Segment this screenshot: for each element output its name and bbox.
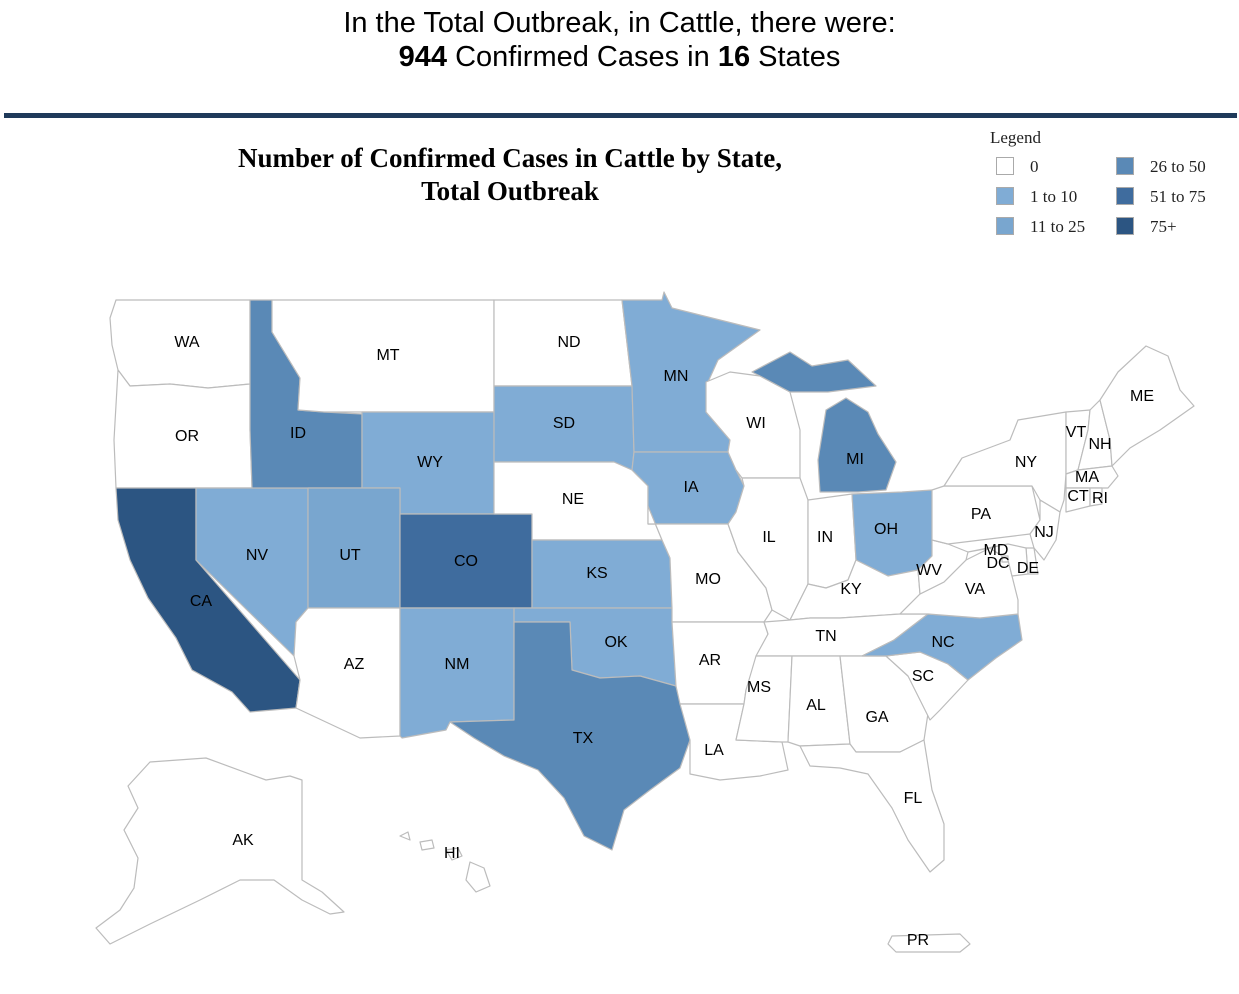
state-label-ia: IA [683, 479, 698, 496]
state-label-nd: ND [557, 334, 580, 351]
map-title-line-2: Total Outbreak [421, 176, 599, 206]
state-label-la: LA [704, 742, 724, 759]
legend-swatch-1-to-10 [996, 187, 1014, 205]
state-tx[interactable] [449, 621, 691, 851]
state-label-id: ID [290, 425, 306, 442]
legend-label-11-to-25: 11 to 25 [1030, 217, 1086, 236]
state-label-ri: RI [1092, 490, 1108, 507]
state-ak[interactable] [95, 757, 345, 945]
state-label-ut: UT [339, 547, 361, 564]
legend-swatch-11-to-25 [996, 217, 1014, 235]
state-label-mi: MI [846, 451, 864, 468]
state-label-mt: MT [376, 347, 399, 364]
state-label-az: AZ [344, 656, 365, 673]
states-text: States [750, 41, 841, 73]
state-label-ks: KS [586, 565, 607, 582]
state-label-wy: WY [417, 454, 443, 471]
state-label-nj: NJ [1034, 524, 1054, 541]
map-title-line-1: Number of Confirmed Cases in Cattle by S… [238, 143, 782, 173]
state-label-ms: MS [747, 679, 771, 696]
state-label-ny: NY [1015, 454, 1038, 471]
state-label-ct: CT [1067, 488, 1089, 505]
state-pr[interactable] [887, 933, 971, 953]
state-ri[interactable] [1089, 487, 1103, 507]
state-label-ak: AK [232, 832, 254, 849]
state-label-wi: WI [746, 415, 766, 432]
state-me[interactable] [1099, 345, 1195, 467]
state-label-tx: TX [573, 730, 594, 747]
legend-label-75-plus: 75+ [1150, 217, 1177, 236]
state-label-de: DE [1017, 560, 1039, 577]
state-label-oh: OH [874, 521, 898, 538]
state-label-or: OR [175, 428, 199, 445]
state-hi[interactable] [399, 831, 491, 893]
state-label-fl: FL [904, 790, 923, 807]
legend-swatch-75-plus [1116, 217, 1134, 235]
state-label-wv: WV [916, 562, 942, 579]
state-fl[interactable] [799, 739, 945, 873]
map-title: Number of Confirmed Cases in Cattle by S… [170, 142, 850, 208]
legend-swatch-0 [996, 157, 1014, 175]
state-label-dc: DC [986, 555, 1009, 572]
state-label-ca: CA [190, 593, 213, 610]
state-label-mo: MO [695, 571, 721, 588]
state-label-pr: PR [907, 932, 929, 949]
state-label-hi: HI [444, 845, 460, 862]
legend-label-1-to-10: 1 to 10 [1030, 187, 1078, 206]
state-label-co: CO [454, 553, 478, 570]
state-label-ga: GA [865, 709, 888, 726]
state-label-ne: NE [562, 491, 584, 508]
state-label-nv: NV [246, 547, 269, 564]
state-label-me: ME [1130, 388, 1154, 405]
outbreak-summary: In the Total Outbreak, in Cattle, there … [0, 6, 1239, 74]
state-dc[interactable] [1001, 555, 1009, 563]
state-label-ma: MA [1075, 469, 1099, 486]
state-label-tn: TN [815, 628, 836, 645]
legend-label-51-to-75: 51 to 75 [1150, 187, 1206, 206]
state-nj[interactable] [1029, 499, 1061, 561]
state-label-sd: SD [553, 415, 575, 432]
state-label-wa: WA [174, 334, 200, 351]
state-label-nc: NC [931, 634, 954, 651]
state-label-va: VA [965, 581, 985, 598]
state-label-al: AL [806, 697, 826, 714]
state-il[interactable] [727, 477, 809, 621]
state-label-sc: SC [912, 668, 934, 685]
state-label-pa: PA [971, 506, 991, 523]
summary-line-1: In the Total Outbreak, in Cattle, there … [343, 7, 896, 39]
state-label-nh: NH [1088, 436, 1111, 453]
state-label-ar: AR [699, 652, 721, 669]
legend-label-0: 0 [1030, 157, 1039, 176]
legend-label-26-to-50: 26 to 50 [1150, 157, 1206, 176]
total-states-count: 16 [717, 41, 751, 73]
state-label-in: IN [817, 529, 833, 546]
state-label-nm: NM [445, 656, 470, 673]
state-label-ok: OK [604, 634, 627, 651]
state-label-il: IL [762, 529, 775, 546]
state-mi[interactable] [751, 351, 897, 493]
state-label-ky: KY [840, 581, 862, 598]
legend-swatch-51-to-75 [1116, 187, 1134, 205]
legend-title: Legend [990, 128, 1041, 147]
total-cases-count: 944 [398, 41, 448, 73]
cases-text: Confirmed Cases in [447, 41, 718, 73]
state-label-md: MD [984, 542, 1009, 559]
state-label-vt: VT [1066, 424, 1087, 441]
state-label-mn: MN [664, 368, 689, 385]
summary-line-2: 944 Confirmed Cases in 16 States [0, 40, 1239, 74]
state-md[interactable] [967, 543, 1029, 577]
section-divider [4, 113, 1237, 118]
legend-swatch-26-to-50 [1116, 157, 1134, 175]
